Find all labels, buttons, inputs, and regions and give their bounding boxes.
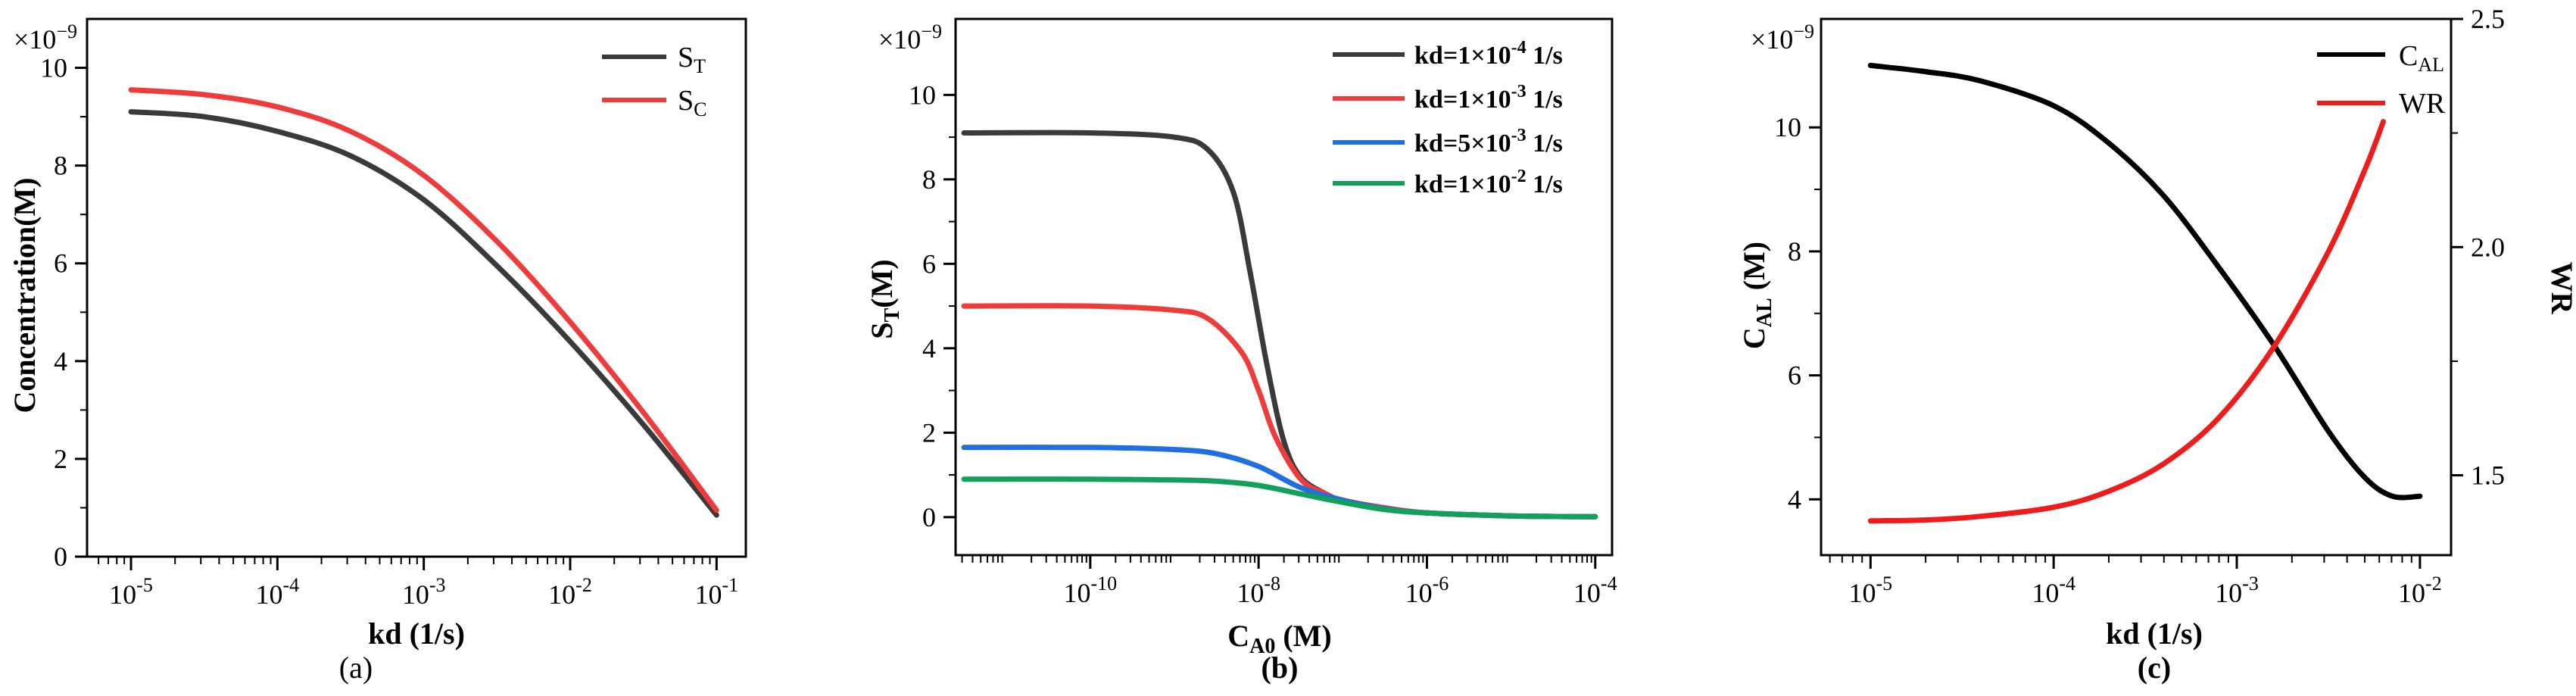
y2-tick-label: 2.5 (2471, 4, 2505, 34)
series-line-c-0 (1867, 62, 2423, 501)
y-tick-label: 8 (922, 164, 936, 195)
panel-b-lines (961, 130, 1598, 520)
panel-b-caption: (b) (1261, 651, 1299, 685)
x-tick-label: 10-3 (2215, 573, 2259, 608)
panel-a-x-axis-label: kd (1/s) (368, 616, 465, 651)
y-tick-label: 4 (54, 346, 67, 376)
y-tick-label: 4 (1788, 484, 1801, 514)
panel-c-y2-axis-label: WR (2545, 262, 2576, 315)
x-tick-label: 10-3 (402, 574, 446, 610)
panel-a-x-minor-ticks (98, 557, 711, 564)
legend-label-kd-1e-3: kd=1×10-3 1/s (1414, 82, 1563, 114)
legend-label-st: ST (678, 42, 706, 77)
series-line-a-0 (128, 109, 719, 518)
panel-a-y-axis-label: Concentration(M) (8, 177, 42, 413)
panel-a-caption: (a) (339, 651, 373, 685)
x-tick-label: 10-5 (109, 574, 153, 610)
panel-a-y-ticks: 0 2 4 6 8 10 (40, 53, 87, 572)
y-tick-label: 8 (1788, 236, 1801, 267)
panel-c: 10-5 10-4 10-3 10-2 4 6 8 10 1.5 2.0 2.5 ×10−9 C… (1737, 4, 2576, 685)
panel-c-lines (1867, 62, 2423, 524)
y-tick-label: 10 (40, 53, 67, 83)
y-tick-label: 2 (54, 444, 67, 474)
panel-a-legend: ST SC (602, 42, 706, 120)
x-tick-label: 10-4 (2032, 573, 2075, 608)
x-tick-label: 10-1 (694, 574, 738, 610)
panel-a: 10-5 10-4 10-3 10-2 10-1 0 2 4 6 8 10 ×10−9 ST SC… (8, 17, 747, 685)
panel-c-y-axis-label: CAL (M) (1737, 242, 1776, 349)
legend-label-kd-1e-4: kd=1×10-4 1/s (1414, 38, 1563, 70)
y-tick-label: 10 (1774, 112, 1801, 142)
y-tick-label: 8 (54, 151, 67, 181)
series-line-a-1 (128, 87, 719, 513)
legend-label-wr: WR (2399, 88, 2446, 120)
panel-b-x-ticks: 10-10 10-8 10-6 10-4 (1064, 555, 1617, 608)
panel-c-y-ticks: 4 6 8 10 (1774, 112, 1821, 514)
y-tick-label: 6 (54, 248, 67, 279)
x-tick-label: 10-2 (548, 574, 592, 610)
series-line-b-2 (961, 445, 1598, 520)
x-tick-label: 10-5 (1848, 573, 1892, 608)
series-line-b-1 (961, 303, 1598, 520)
x-tick-label: 10-4 (1573, 573, 1617, 608)
panel-c-multiplier: ×10−9 (1751, 20, 1814, 55)
legend-label-cal: CAL (2399, 40, 2444, 76)
y-tick-label: 4 (922, 333, 936, 364)
x-tick-label: 10-8 (1237, 573, 1280, 608)
series-line-b-3 (961, 476, 1598, 520)
y-tick-label: 0 (922, 502, 936, 532)
panel-b: 10-10 10-8 10-6 10-4 0 2 4 6 8 10 ×10−9 kd=1×10-… (865, 17, 1617, 685)
panel-b-y-ticks: 0 2 4 6 8 10 (909, 80, 956, 532)
y-tick-label: 10 (909, 80, 936, 110)
panel-c-legend: CAL WR (2317, 40, 2446, 120)
panel-a-lines (128, 87, 719, 518)
y-tick-label: 2 (922, 417, 936, 448)
x-tick-label: 10-10 (1064, 573, 1118, 608)
panel-b-legend: kd=1×10-4 1/s kd=1×10-3 1/s kd=5×10-3 1/… (1333, 38, 1563, 198)
y2-tick-label: 2.0 (2471, 232, 2505, 262)
x-tick-label: 10-4 (255, 574, 299, 610)
series-line-c-1 (1867, 119, 2386, 524)
panel-c-y2-ticks: 1.5 2.0 2.5 (2451, 4, 2505, 491)
panel-c-x-minor-ticks (1829, 555, 2412, 563)
legend-label-kd-1e-2: kd=1×10-2 1/s (1414, 167, 1563, 198)
panel-c-x-axis-label: kd (1/s) (2106, 616, 2203, 651)
panel-b-x-minor-ticks (961, 555, 1592, 563)
y-tick-label: 6 (1788, 360, 1801, 391)
panel-a-x-ticks: 10-5 10-4 10-3 10-2 10-1 (109, 557, 738, 610)
panel-b-multiplier: ×10−9 (878, 20, 942, 55)
panel-b-y-axis-label: ST(M) (865, 259, 904, 339)
x-tick-label: 10-2 (2398, 573, 2442, 608)
panel-c-caption: (c) (2138, 651, 2171, 685)
panel-c-x-ticks: 10-5 10-4 10-3 10-2 (1848, 555, 2442, 608)
panel-b-x-axis-label: CA0 (M) (1227, 619, 1332, 658)
legend-label-kd-5e-3: kd=5×10-3 1/s (1414, 126, 1563, 158)
y-tick-label: 0 (54, 542, 67, 572)
y2-tick-label: 1.5 (2471, 460, 2505, 491)
y-tick-label: 6 (922, 248, 936, 279)
legend-label-sc: SC (678, 85, 706, 120)
x-tick-label: 10-6 (1405, 573, 1449, 608)
panel-a-multiplier: ×10−9 (14, 20, 77, 55)
panel-c-frame (1820, 17, 2453, 557)
